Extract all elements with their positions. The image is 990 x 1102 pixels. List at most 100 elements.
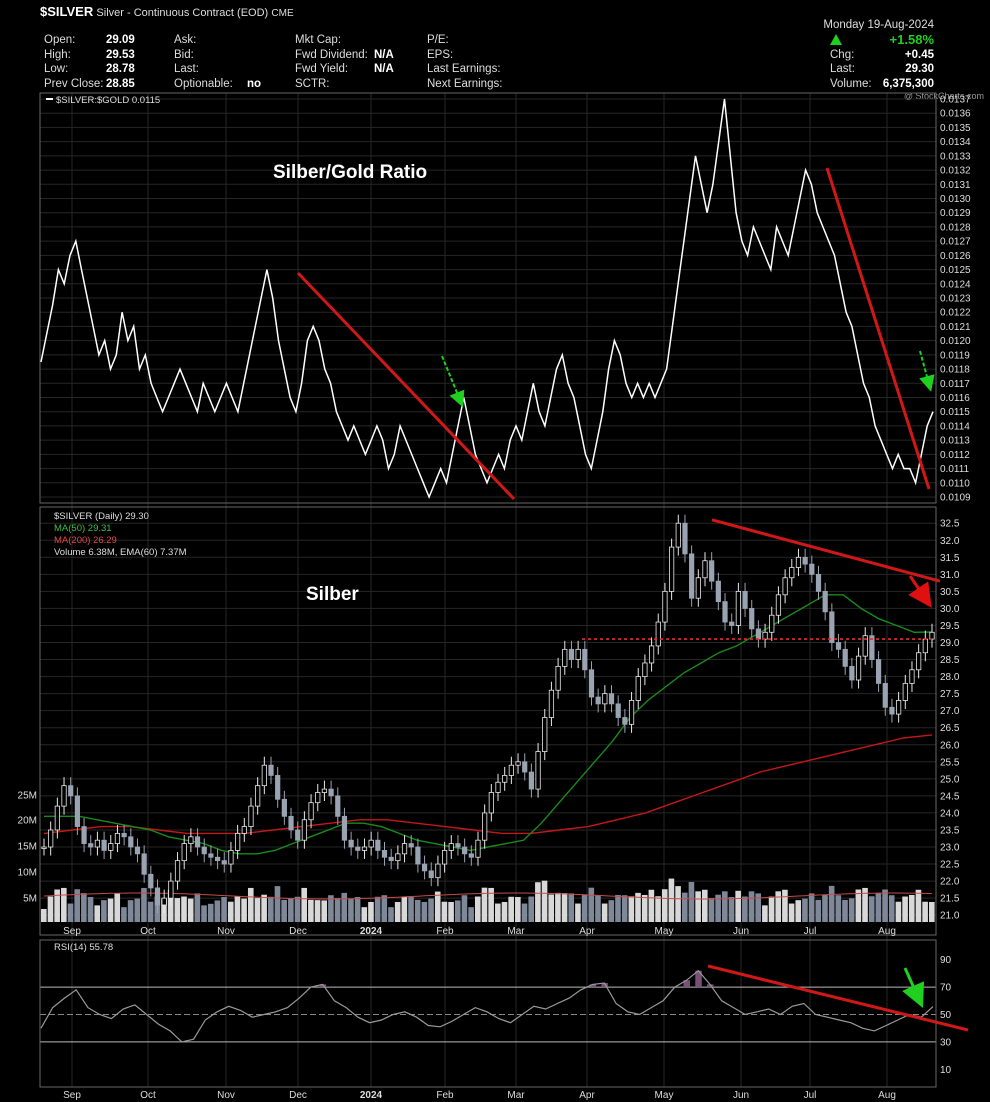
- volume-bar: [742, 896, 748, 922]
- candle-body: [582, 648, 588, 671]
- volume-bar: [768, 896, 775, 922]
- candle-body: [889, 706, 895, 715]
- candle-body: [922, 638, 928, 654]
- candle-body: [715, 580, 721, 603]
- candle-body: [201, 846, 207, 855]
- chg-value: +0.45: [904, 48, 934, 61]
- candle-body: [875, 659, 882, 684]
- candle-body: [301, 819, 307, 841]
- candle-body: [128, 836, 134, 848]
- rsi-month-label: Mar: [507, 1090, 525, 1101]
- candle-body: [121, 832, 127, 838]
- candle-body: [642, 662, 648, 678]
- volume-bar: [401, 896, 408, 922]
- watermark: @ StockCharts.com: [903, 91, 984, 101]
- volume-bar: [515, 897, 521, 922]
- candle-body: [268, 764, 274, 776]
- rsi-green-arrow: [902, 967, 925, 1008]
- chg-label: Chg:: [830, 48, 855, 61]
- volume-bar: [561, 893, 568, 922]
- candle-body: [375, 839, 381, 851]
- volume-bar: [855, 889, 862, 922]
- volume-bar: [922, 901, 928, 922]
- candle-body: [695, 577, 701, 599]
- volume-bar: [368, 901, 374, 922]
- month-label: Oct: [140, 926, 156, 937]
- volume-bar: [107, 898, 114, 922]
- low-label: Low:: [44, 63, 69, 75]
- rsi-month-label: Jun: [733, 1090, 749, 1101]
- ratio-tick-label: 0.0110: [940, 478, 970, 489]
- pe-label: P/E:: [427, 34, 449, 46]
- candle-body: [401, 843, 408, 855]
- symbol-title: $SILVER Silver - Continuous Contract (EO…: [40, 4, 294, 19]
- ratio-tick-label: 0.0109: [940, 493, 971, 504]
- eps-label: EPS:: [427, 48, 454, 61]
- volume-bar: [568, 893, 575, 922]
- candle-body: [548, 689, 555, 718]
- volume-bar: [294, 896, 301, 922]
- candle-body: [735, 590, 741, 626]
- candle-body: [896, 700, 902, 715]
- volume-bar: [481, 887, 488, 922]
- volume-tick-label: 15M: [18, 842, 37, 853]
- candle-body: [475, 839, 481, 858]
- price-legend-3: MA(200) 26.29: [54, 535, 117, 546]
- ratio-tick-label: 0.0126: [940, 251, 971, 262]
- candle-body: [388, 856, 394, 862]
- price-tick-label: 29.0: [940, 638, 960, 649]
- rsi-tick-label: 50: [940, 1010, 952, 1021]
- rsi-overbought-fill: [601, 982, 608, 988]
- candle-body: [134, 846, 141, 855]
- rsi-overbought-fill: [589, 984, 597, 988]
- volume-bar: [755, 893, 762, 922]
- up-arrow-icon: [830, 34, 842, 45]
- volume-bar: [535, 882, 541, 922]
- candle-body: [188, 836, 194, 845]
- ratio-tick-label: 0.0119: [940, 350, 970, 361]
- stats-col-2: Ask: Bid: Last: Optionable: no: [174, 33, 261, 91]
- candle-body: [415, 846, 421, 865]
- volume-bar: [254, 898, 261, 922]
- volume-bar: [308, 899, 314, 922]
- month-label: Dec: [289, 926, 307, 937]
- price-tick-label: 29.5: [940, 621, 960, 632]
- rsi-month-label: May: [655, 1090, 674, 1101]
- grid: [40, 93, 936, 1087]
- candle-body: [635, 676, 641, 701]
- volume-bar: [227, 901, 234, 922]
- candle-body: [154, 887, 161, 906]
- candle-body: [194, 836, 201, 848]
- candle-body: [361, 846, 368, 851]
- volume-bar: [67, 903, 74, 922]
- candle-body: [74, 795, 80, 827]
- volume-bar: [615, 894, 621, 922]
- volume-bar: [608, 900, 615, 922]
- volume-label: Volume:: [830, 77, 872, 90]
- month-label: 2024: [360, 926, 383, 937]
- price-tick-label: 22.5: [940, 860, 960, 871]
- candle-body: [94, 839, 101, 848]
- candle-body: [762, 631, 768, 640]
- volume-bars: [41, 878, 935, 922]
- candle-body: [742, 590, 748, 609]
- volume-bar: [815, 899, 822, 922]
- volume-bar: [74, 889, 80, 922]
- ratio-tick-label: 0.0125: [940, 265, 971, 276]
- volume-bar: [521, 903, 528, 922]
- price-tick-label: 31.5: [940, 553, 960, 564]
- ratio-tick-label: 0.0115: [940, 407, 970, 418]
- candle-body: [795, 556, 802, 568]
- volume-bar: [147, 901, 154, 922]
- candle-body: [101, 839, 107, 851]
- volume-bar: [848, 898, 855, 922]
- rsi-month-label: Dec: [289, 1090, 307, 1101]
- volume-bar: [628, 896, 635, 922]
- candle-body: [248, 805, 254, 827]
- volume-bar: [87, 897, 94, 922]
- candle-body: [862, 635, 868, 657]
- symbol: $SILVER: [40, 4, 94, 19]
- volume-bar: [381, 895, 388, 922]
- candle-body: [555, 665, 561, 691]
- volume-bar: [541, 880, 548, 922]
